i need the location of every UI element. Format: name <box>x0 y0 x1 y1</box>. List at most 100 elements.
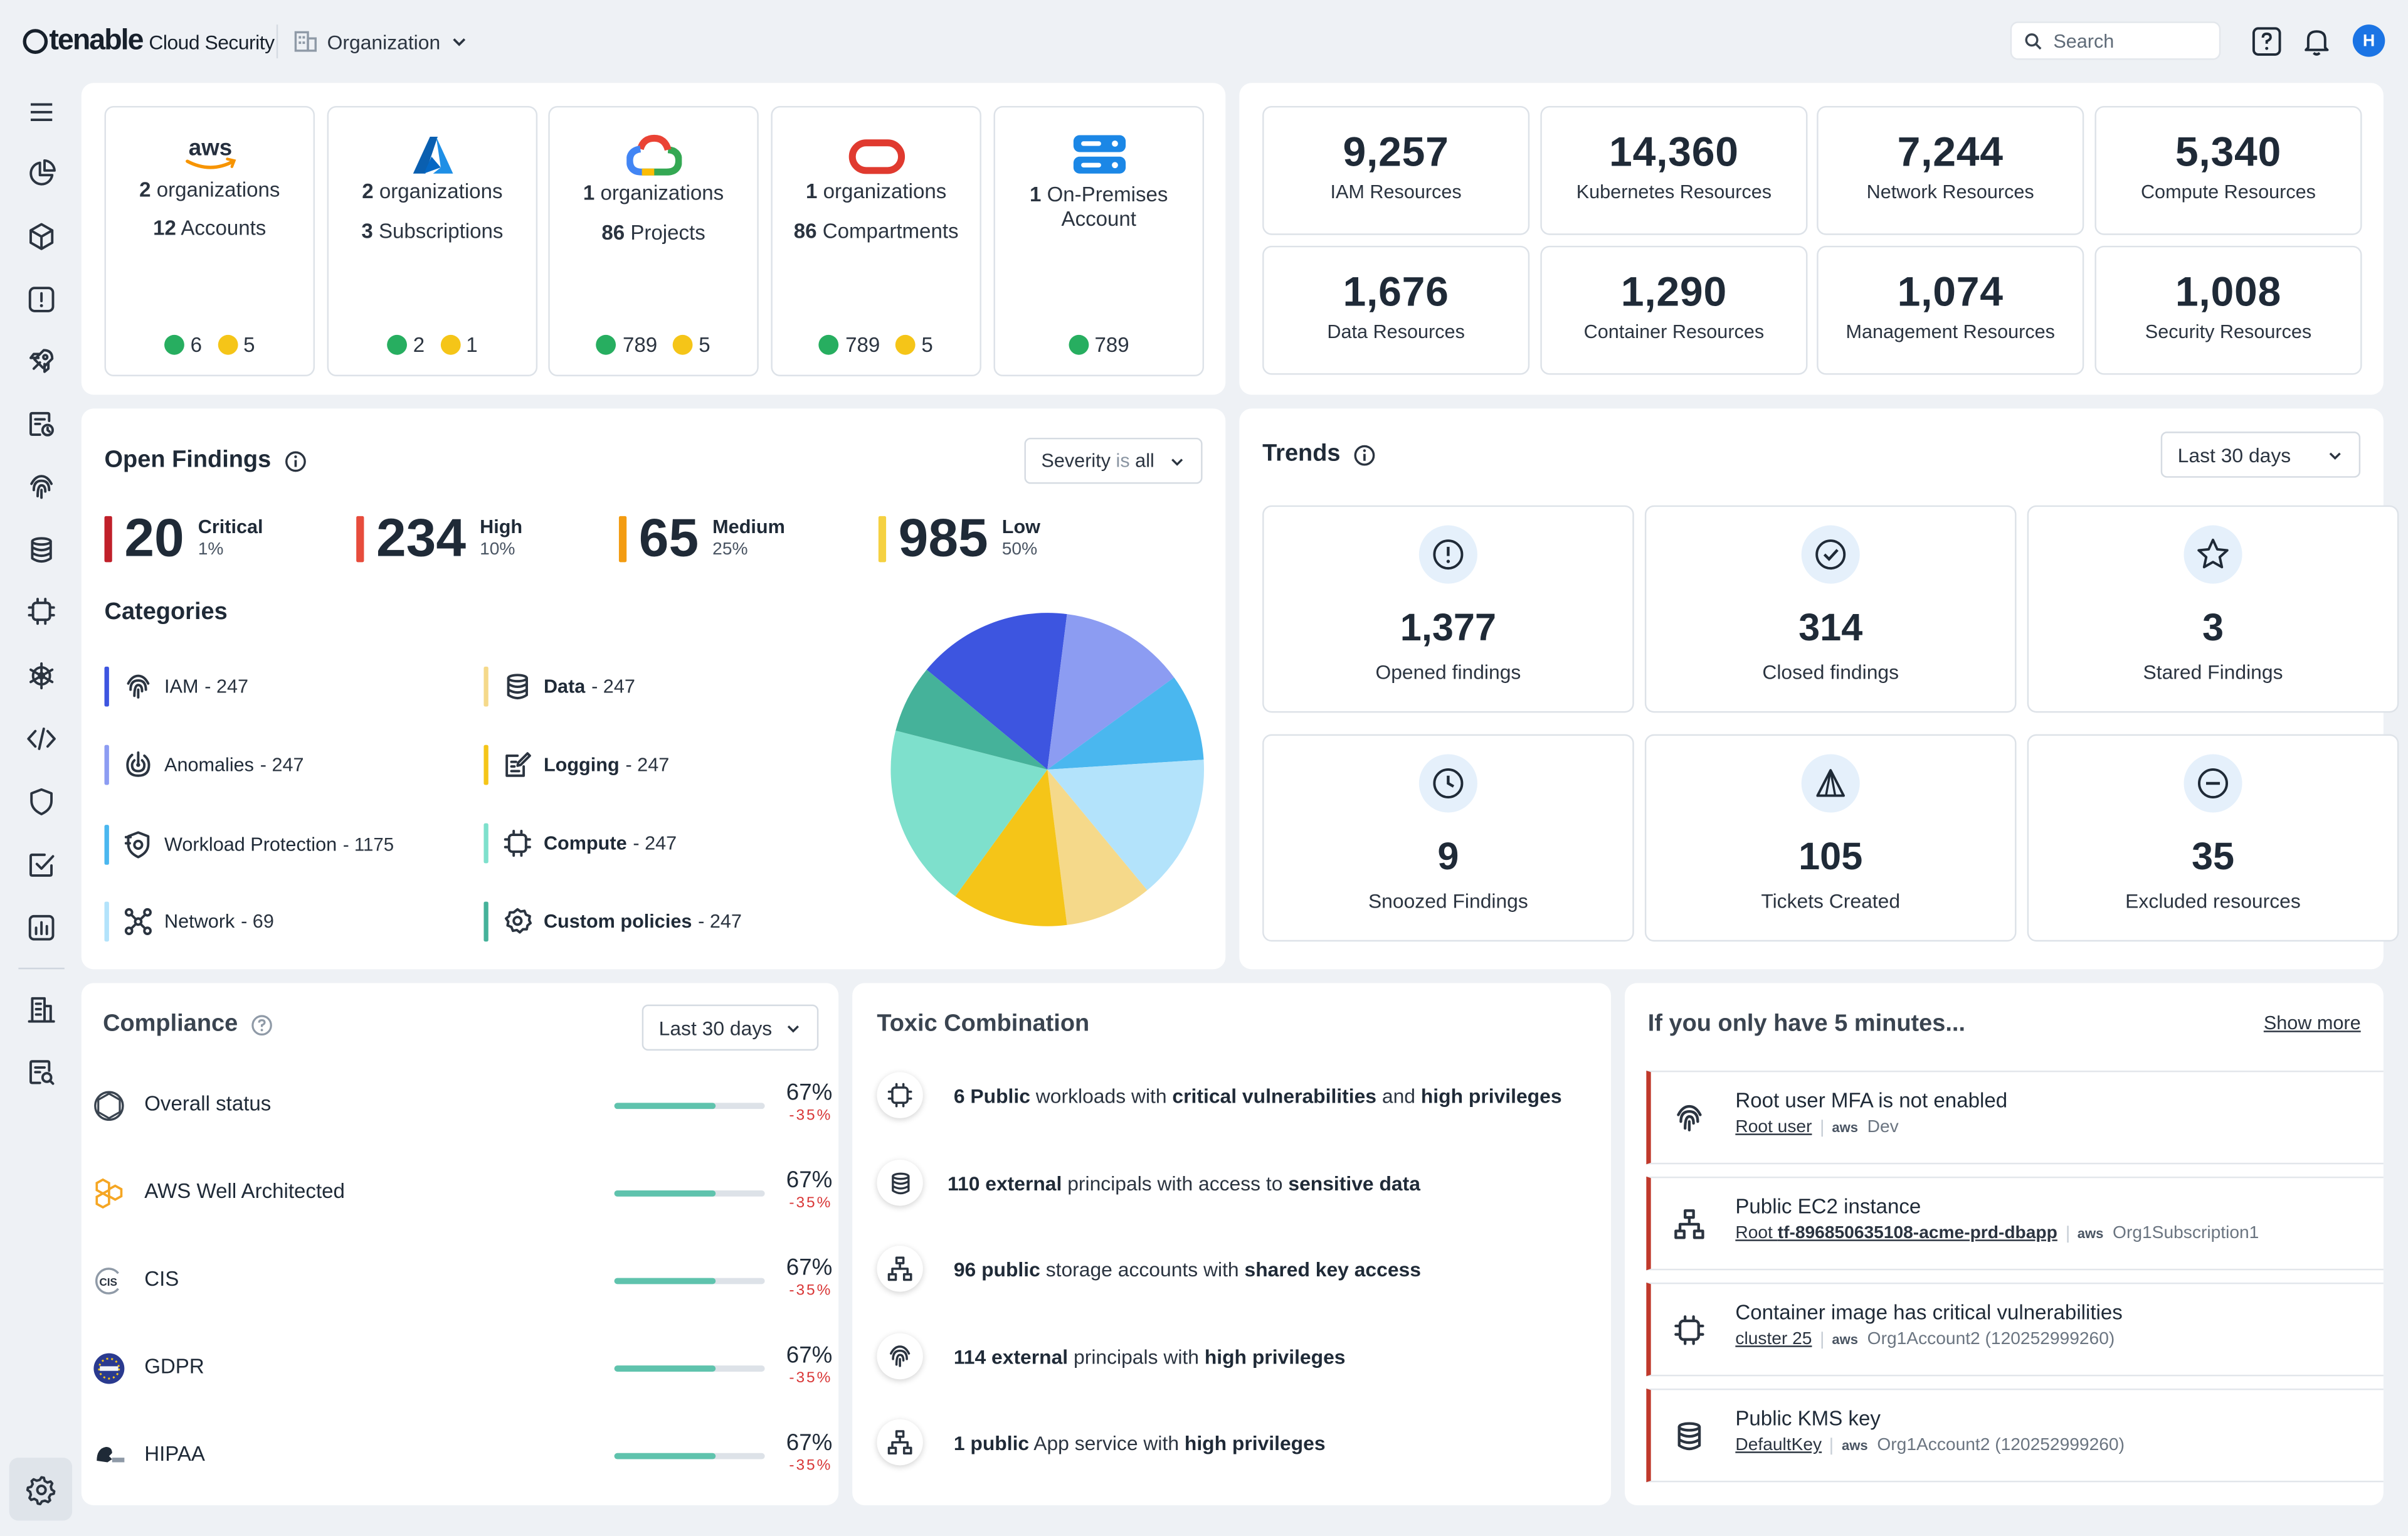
category-logging[interactable]: Logging - 247 <box>483 744 669 785</box>
sidebar-item-audit[interactable] <box>21 1052 61 1093</box>
pie-slice-1[interactable] <box>1047 614 1175 770</box>
menu-button[interactable] <box>21 92 61 132</box>
category-anomalies[interactable]: Anomalies - 247 <box>104 744 304 785</box>
sidebar-item-remediation[interactable] <box>21 341 61 381</box>
severity-high[interactable]: 234 High 10% <box>356 512 522 565</box>
sidebar-item-findings[interactable] <box>21 280 61 320</box>
cloud-tile-gcp[interactable]: 1 organizations 86 Projects 789 5 <box>548 105 759 377</box>
compliance-row-cis[interactable]: CIS CIS 67% -35% <box>92 1255 832 1310</box>
resource-tile-compute[interactable]: 5,340 Compute Resources <box>2094 105 2362 235</box>
five-minutes-item[interactable]: Public KMS key DefaultKey aws Org1Account2… <box>1646 1388 2384 1483</box>
trend-tile-excluded[interactable]: 35 Excluded resources <box>2027 734 2399 942</box>
sidebar-item-inventory[interactable] <box>21 216 61 257</box>
sidebar-item-compliance[interactable] <box>21 845 61 885</box>
compliance-row-hipaa[interactable]: HIPAA 67% -35% <box>92 1430 832 1485</box>
resource-link[interactable]: Root tf-896850635108-acme-prd-dbapp <box>1735 1224 2057 1243</box>
trend-tile-tickets[interactable]: 105 Tickets Created <box>1644 734 2017 942</box>
trend-tile-snoozed[interactable]: 9 Snoozed Findings <box>1262 734 1634 942</box>
sidebar-item-scans[interactable] <box>21 404 61 444</box>
info-icon[interactable] <box>1353 443 1376 467</box>
compliance-row-overall[interactable]: Overall status 67% -35% <box>92 1080 832 1135</box>
sidebar-item-compute[interactable] <box>21 591 61 632</box>
severity-critical[interactable]: 20 Critical 1% <box>104 512 263 565</box>
medium-count: 65 <box>638 508 699 569</box>
pie-slice-5[interactable] <box>955 769 1067 926</box>
pie-slice-3[interactable] <box>1047 760 1205 891</box>
resource-link[interactable]: cluster 25 <box>1735 1330 1812 1349</box>
overall-status-icon <box>94 1091 124 1121</box>
sidebar-item-kubernetes[interactable] <box>21 656 61 696</box>
compliance-row-aws-well-architected[interactable]: AWS Well Architected 67% -35% <box>92 1167 832 1222</box>
five-item-title: Container image has critical vulnerabili… <box>1735 1301 2123 1325</box>
trend-tile-opened[interactable]: 1,377 Opened findings <box>1262 505 1634 713</box>
five-minutes-item[interactable]: Public EC2 instance Root tf-896850635108… <box>1646 1176 2384 1271</box>
severity-filter[interactable]: Severity is all <box>1024 437 1203 484</box>
resource-tile-network[interactable]: 7,244 Network Resources <box>1817 105 2084 235</box>
resource-tile-kubernetes[interactable]: 14,360 Kubernetes Resources <box>1540 105 1808 235</box>
severity-low[interactable]: 985 Low 50% <box>878 512 1040 565</box>
cloud-tile-onprem[interactable]: 1 On-Premises Account 789 <box>993 105 1205 377</box>
resource-tile-iam[interactable]: 9,257 IAM Resources <box>1262 105 1530 235</box>
cloud-tile-oracle[interactable]: 1 organizations 86 Compartments 789 5 <box>771 105 981 377</box>
five-minutes-item[interactable]: Root user MFA is not enabled Root user aw… <box>1646 1070 2384 1165</box>
resource-tile-data[interactable]: 1,676 Data Resources <box>1262 245 1530 375</box>
resource-tile-security[interactable]: 1,008 Security Resources <box>2094 245 2362 375</box>
category-compute[interactable]: Compute - 247 <box>483 823 677 864</box>
category-data[interactable]: Data - 247 <box>483 666 635 707</box>
toxic-item[interactable]: 96 public storage accounts with shared k… <box>877 1242 1598 1295</box>
low-label: Low <box>1001 516 1040 538</box>
findings-pie-chart[interactable] <box>886 608 1208 931</box>
toxic-item[interactable]: 6 Public workloads with critical vulnera… <box>877 1069 1598 1121</box>
category-workload-protection[interactable]: Workload Protection - 1175 <box>104 825 394 865</box>
severity-medium[interactable]: 65 Medium 25% <box>618 508 785 569</box>
help-circle-icon[interactable] <box>250 1013 273 1036</box>
sidebar-item-identity[interactable] <box>21 467 61 507</box>
help-icon <box>2252 27 2281 56</box>
compliance-name: GDPR <box>144 1355 204 1378</box>
compliance-percent: 67% <box>786 1342 833 1369</box>
trend-tile-stared[interactable]: 3 Stared Findings <box>2027 505 2399 713</box>
sidebar-item-organization[interactable] <box>21 989 61 1029</box>
brand-logo[interactable]: tenable Cloud Security <box>21 24 275 58</box>
pie-slice-4[interactable] <box>1047 769 1148 925</box>
sidebar-item-reports[interactable] <box>21 908 61 948</box>
sidebar-item-dashboard[interactable] <box>21 154 61 194</box>
settings-button[interactable] <box>9 1458 73 1521</box>
category-iam[interactable]: IAM - 247 <box>104 666 248 707</box>
resource-tile-management[interactable]: 1,074 Management Resources <box>1817 245 2084 375</box>
pie-slice-6[interactable] <box>890 730 1048 897</box>
toxic-item-text: 96 public storage accounts with shared k… <box>953 1257 1421 1281</box>
resource-label: Security Resources <box>2145 320 2312 343</box>
resource-link[interactable]: Root user <box>1735 1118 1812 1137</box>
notifications-button[interactable] <box>2302 26 2331 57</box>
category-network[interactable]: Network - 69 <box>104 901 274 942</box>
help-button[interactable] <box>2251 26 2282 57</box>
info-icon[interactable] <box>283 449 307 472</box>
compliance-row-gdpr[interactable]: GDPR 67% -35% <box>92 1342 832 1397</box>
toxic-item[interactable]: 1 public App service with high privilege… <box>877 1416 1598 1468</box>
categories-title: Categories <box>104 599 228 625</box>
organization-selector[interactable]: Organization <box>293 29 468 54</box>
five-minutes-item[interactable]: Container image has critical vulnerabili… <box>1646 1282 2384 1377</box>
search-input[interactable]: Search <box>2053 29 2115 52</box>
category-custom-policies[interactable]: Custom policies - 247 <box>483 901 742 942</box>
search-box[interactable]: Search <box>2010 21 2221 60</box>
sidebar-item-data[interactable] <box>21 530 61 570</box>
pie-slice-7[interactable] <box>895 669 1048 770</box>
compliance-range-selector[interactable]: Last 30 days <box>642 1004 819 1051</box>
resource-link[interactable]: DefaultKey <box>1735 1436 1822 1455</box>
toxic-item[interactable]: 110 external principals with access to s… <box>877 1157 1598 1209</box>
resource-tile-container[interactable]: 1,290 Container Resources <box>1540 245 1808 375</box>
sidebar-item-security[interactable] <box>21 782 61 822</box>
pie-slice-0[interactable] <box>926 613 1067 770</box>
user-avatar[interactable]: H <box>2352 24 2385 57</box>
trends-range-selector[interactable]: Last 30 days <box>2160 432 2361 478</box>
toxic-item[interactable]: 114 external principals with high privil… <box>877 1330 1598 1382</box>
show-more-link[interactable]: Show more <box>2263 1012 2361 1034</box>
trend-tile-closed[interactable]: 314 Closed findings <box>1644 505 2017 713</box>
pie-slice-2[interactable] <box>1047 677 1204 770</box>
sidebar-item-code[interactable] <box>21 719 61 759</box>
